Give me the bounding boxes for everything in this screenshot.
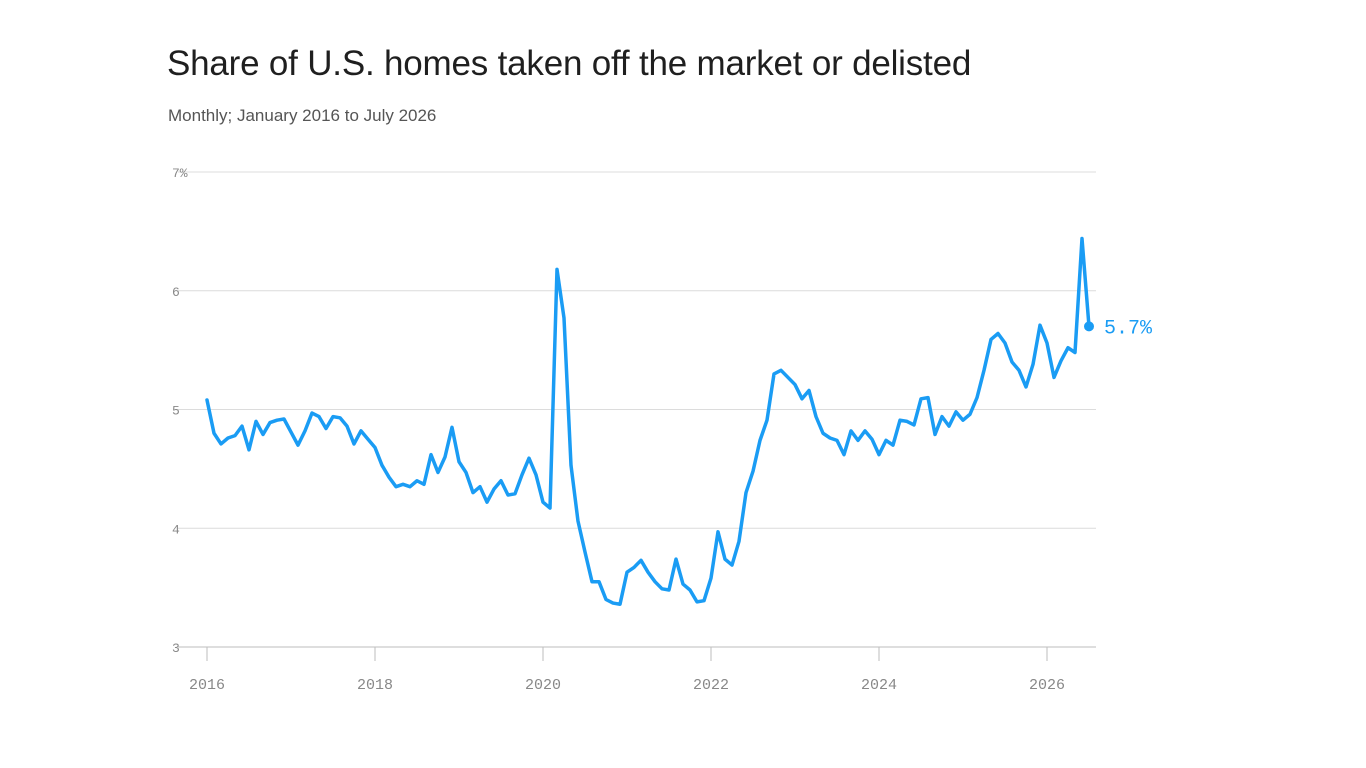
y-tick-label: 6 bbox=[172, 285, 180, 300]
y-tick-label: 5 bbox=[172, 404, 180, 419]
y-tick-label: 4 bbox=[172, 522, 180, 537]
x-tick-label: 2024 bbox=[861, 677, 897, 694]
y-tick-label: 7% bbox=[172, 166, 188, 181]
y-axis: 7% 6 5 4 3 bbox=[172, 166, 188, 656]
x-tick-label: 2026 bbox=[1029, 677, 1065, 694]
x-tick-label: 2018 bbox=[357, 677, 393, 694]
end-point-marker bbox=[1084, 321, 1094, 332]
chart-subtitle: Monthly; January 2016 to July 2026 bbox=[168, 106, 437, 125]
x-tick-label: 2016 bbox=[189, 677, 225, 694]
x-tick-label: 2020 bbox=[525, 677, 561, 694]
end-point-label: 5.7% bbox=[1104, 317, 1153, 340]
chart-title: Share of U.S. homes taken off the market… bbox=[167, 44, 972, 83]
y-tick-label: 3 bbox=[172, 641, 180, 656]
grid-lines bbox=[178, 171, 1096, 648]
x-axis: 2016 2018 2020 2022 2024 2026 bbox=[189, 647, 1065, 694]
series-line bbox=[205, 236, 1091, 606]
x-tick-label: 2022 bbox=[693, 677, 729, 694]
